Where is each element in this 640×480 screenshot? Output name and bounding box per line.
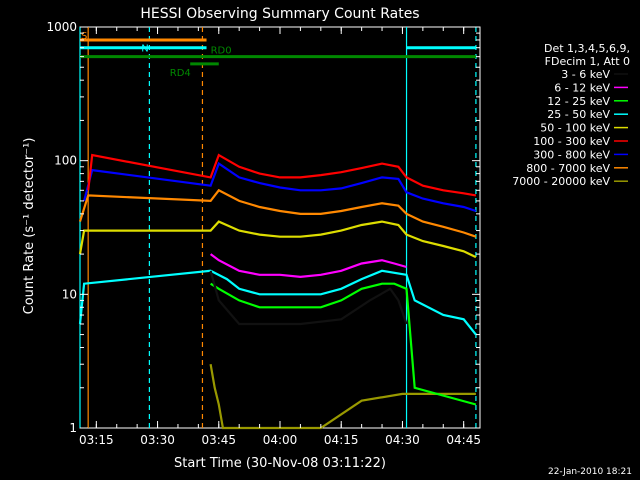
series-line-6 bbox=[83, 161, 477, 213]
x-tick-label: 03:15 bbox=[79, 433, 114, 447]
y-tick-label: 1 bbox=[69, 421, 77, 435]
annotation-label-1: N bbox=[141, 44, 148, 55]
series-line-3 bbox=[78, 269, 477, 336]
x-tick-label: 03:45 bbox=[201, 433, 236, 447]
x-axis-ticks: 03:15 03:30 03:45 04:00 04:15 04:30 04:45 bbox=[79, 27, 481, 447]
plot-frame bbox=[79, 26, 481, 429]
legend-entry-7: 800 - 7000 keV bbox=[526, 162, 628, 175]
legend-label: 6 - 12 keV bbox=[554, 81, 610, 94]
y-tick-label: 1000 bbox=[46, 20, 77, 34]
legend-entry-2: 12 - 25 keV bbox=[547, 95, 628, 108]
series-line-4 bbox=[78, 220, 477, 259]
legend-label: 25 - 50 keV bbox=[547, 108, 610, 121]
legend-entry-5: 100 - 300 keV bbox=[533, 135, 628, 148]
legend-label: 12 - 25 keV bbox=[547, 95, 610, 108]
legend-label: 100 - 300 keV bbox=[533, 135, 610, 148]
series-line-5 bbox=[87, 153, 477, 197]
legend-label: 50 - 100 keV bbox=[540, 122, 610, 135]
legend-label: 3 - 6 keV bbox=[561, 68, 610, 81]
series-line-1 bbox=[209, 253, 407, 279]
plot-area bbox=[79, 26, 481, 429]
legend-entry-6: 300 - 800 keV bbox=[533, 148, 628, 161]
legend-label: 7000 - 20000 keV bbox=[512, 175, 610, 188]
x-tick-label: 03:30 bbox=[140, 433, 175, 447]
legend-entry-1: 6 - 12 keV bbox=[554, 81, 628, 94]
annotation-bars: S N RD0 RD4 bbox=[80, 31, 476, 79]
x-tick-label: 04:45 bbox=[446, 433, 481, 447]
legend: Det 1,3,4,5,6,9,FDecim 1, Att 03 - 6 keV… bbox=[512, 42, 630, 188]
footer-date: 22-Jan-2010 18:21 bbox=[548, 467, 632, 477]
legend-entry-4: 50 - 100 keV bbox=[540, 122, 628, 135]
series-line-7 bbox=[78, 188, 477, 238]
annotation-label-3: RD0 bbox=[211, 46, 232, 57]
annotation-label-4: RD4 bbox=[170, 68, 191, 79]
x-tick-label: 04:00 bbox=[263, 433, 298, 447]
y-axis-label: Count Rate (s⁻¹ detector⁻¹) bbox=[22, 138, 37, 315]
legend-header-line: Det 1,3,4,5,6,9, bbox=[544, 42, 630, 55]
annotation-label-0: S bbox=[81, 31, 87, 42]
vertical-markers bbox=[79, 27, 477, 428]
chart-title: HESSI Observing Summary Count Rates bbox=[140, 6, 419, 22]
x-tick-label: 04:15 bbox=[324, 433, 359, 447]
legend-entry-8: 7000 - 20000 keV bbox=[512, 175, 628, 188]
legend-label: 300 - 800 keV bbox=[533, 148, 610, 161]
legend-header-line: FDecim 1, Att 0 bbox=[545, 55, 630, 68]
legend-entry-3: 25 - 50 keV bbox=[547, 108, 628, 121]
legend-entry-0: 3 - 6 keV bbox=[561, 68, 628, 81]
series-line-2 bbox=[210, 282, 477, 406]
y-axis-ticks: 1 10 100 1000 bbox=[46, 20, 480, 435]
x-tick-label: 04:30 bbox=[385, 433, 420, 447]
series-lines bbox=[78, 153, 477, 430]
legend-label: 800 - 7000 keV bbox=[526, 162, 610, 175]
y-tick-label: 10 bbox=[62, 287, 77, 301]
series-line-8 bbox=[209, 364, 476, 430]
y-tick-label: 100 bbox=[54, 154, 77, 168]
series-line-0 bbox=[209, 270, 408, 326]
x-axis-label: Start Time (30-Nov-08 03:11:22) bbox=[174, 456, 386, 471]
